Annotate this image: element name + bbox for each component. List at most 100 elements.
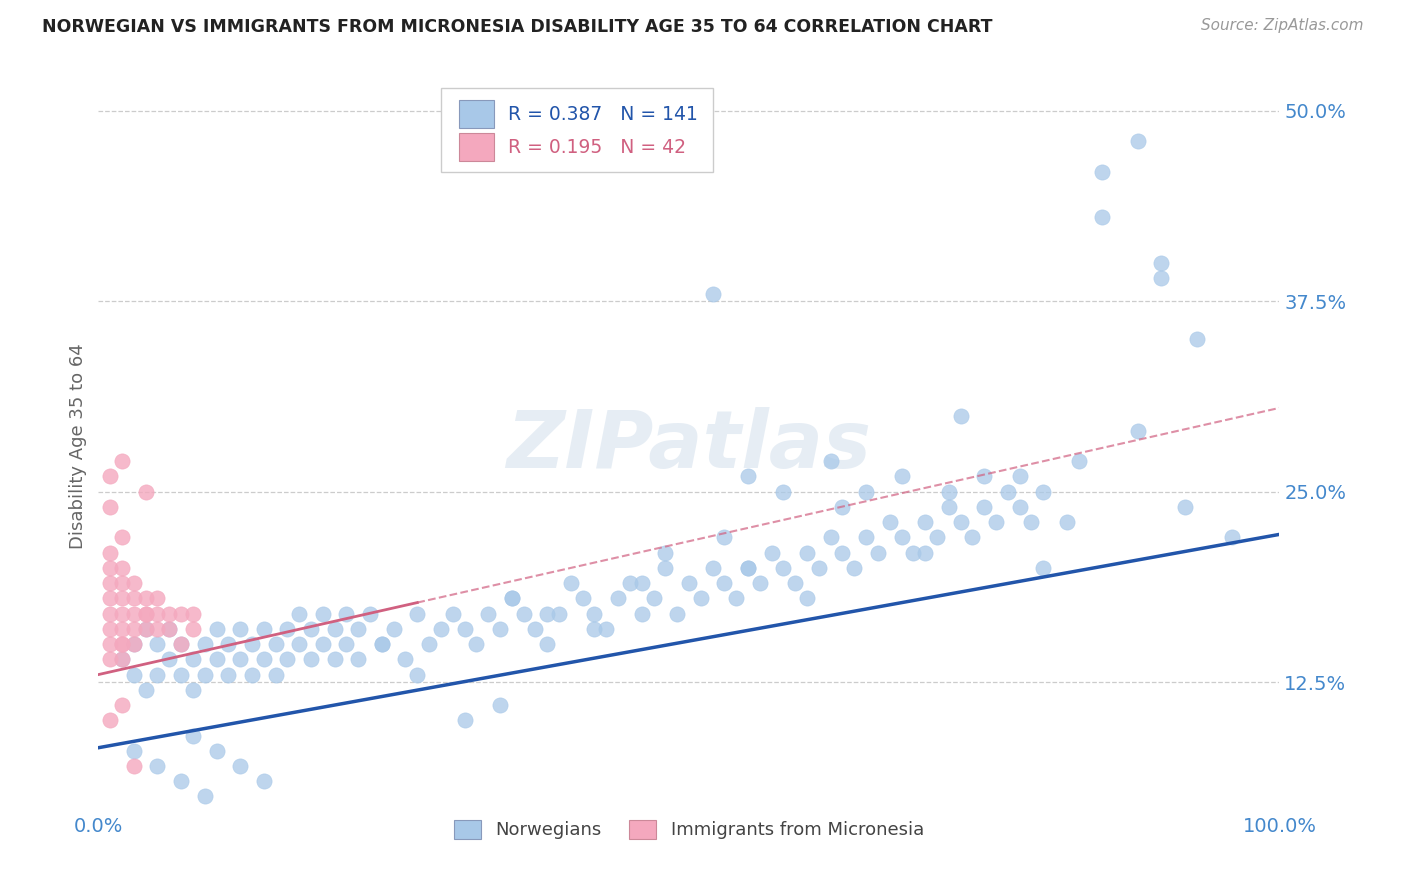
Point bbox=[1067, 454, 1090, 468]
Point bbox=[1150, 256, 1173, 270]
Point bbox=[111, 652, 134, 666]
Text: NORWEGIAN VS IMMIGRANTS FROM MICRONESIA DISABILITY AGE 35 TO 64 CORRELATION CHAR: NORWEGIAN VS IMMIGRANTS FROM MICRONESIA … bbox=[42, 18, 993, 36]
Point bbox=[820, 530, 842, 544]
Point bbox=[122, 637, 145, 651]
Point bbox=[654, 546, 676, 560]
Point bbox=[299, 652, 322, 666]
Point bbox=[678, 576, 700, 591]
Point bbox=[288, 607, 311, 621]
Point bbox=[157, 622, 180, 636]
Point bbox=[949, 409, 972, 423]
Point bbox=[997, 484, 1019, 499]
Point bbox=[253, 652, 276, 666]
Point bbox=[654, 561, 676, 575]
Point bbox=[844, 561, 866, 575]
Point bbox=[583, 622, 606, 636]
Point bbox=[146, 637, 169, 651]
Text: R = 0.387   N = 141: R = 0.387 N = 141 bbox=[508, 105, 699, 124]
Point bbox=[772, 561, 794, 575]
Point bbox=[98, 714, 121, 728]
Point bbox=[666, 607, 689, 621]
Point bbox=[335, 637, 357, 651]
Point bbox=[111, 698, 134, 712]
Point bbox=[630, 576, 652, 591]
Point bbox=[1032, 484, 1054, 499]
Point bbox=[925, 530, 948, 544]
Point bbox=[737, 561, 759, 575]
Point bbox=[453, 714, 475, 728]
Point bbox=[157, 607, 180, 621]
Point bbox=[111, 530, 134, 544]
Point bbox=[122, 667, 145, 681]
Text: R = 0.195   N = 42: R = 0.195 N = 42 bbox=[508, 138, 686, 157]
Point bbox=[702, 561, 724, 575]
Point bbox=[866, 546, 889, 560]
Point bbox=[548, 607, 571, 621]
Point bbox=[619, 576, 641, 591]
Point bbox=[571, 591, 593, 606]
Point bbox=[98, 500, 121, 514]
Point bbox=[643, 591, 665, 606]
Point bbox=[122, 759, 145, 773]
Point bbox=[536, 637, 558, 651]
Text: Source: ZipAtlas.com: Source: ZipAtlas.com bbox=[1201, 18, 1364, 33]
Point bbox=[713, 530, 735, 544]
Point bbox=[1091, 211, 1114, 225]
Point bbox=[1185, 332, 1208, 346]
Point bbox=[512, 607, 534, 621]
Point bbox=[371, 637, 394, 651]
Point bbox=[831, 546, 853, 560]
Point bbox=[111, 622, 134, 636]
Point bbox=[170, 637, 193, 651]
Point bbox=[181, 622, 204, 636]
Point bbox=[157, 622, 180, 636]
Point bbox=[536, 607, 558, 621]
Point bbox=[312, 637, 335, 651]
Point bbox=[903, 546, 925, 560]
Point bbox=[146, 622, 169, 636]
Point bbox=[111, 454, 134, 468]
Point bbox=[170, 607, 193, 621]
Point bbox=[772, 484, 794, 499]
Point bbox=[689, 591, 711, 606]
Point bbox=[217, 667, 239, 681]
Point bbox=[489, 698, 512, 712]
Point bbox=[595, 622, 617, 636]
Point bbox=[181, 682, 204, 697]
Point bbox=[583, 607, 606, 621]
Point bbox=[135, 622, 157, 636]
Y-axis label: Disability Age 35 to 64: Disability Age 35 to 64 bbox=[69, 343, 87, 549]
Point bbox=[111, 591, 134, 606]
Point bbox=[984, 515, 1007, 529]
Point bbox=[855, 484, 877, 499]
Point bbox=[1174, 500, 1197, 514]
Point bbox=[111, 637, 134, 651]
Point bbox=[229, 622, 252, 636]
FancyBboxPatch shape bbox=[458, 133, 494, 161]
Point bbox=[890, 469, 912, 483]
Point bbox=[453, 622, 475, 636]
Point bbox=[973, 469, 995, 483]
Point bbox=[122, 576, 145, 591]
Point bbox=[264, 667, 287, 681]
Point bbox=[98, 561, 121, 575]
Point bbox=[560, 576, 582, 591]
Point bbox=[1008, 500, 1031, 514]
Point bbox=[264, 637, 287, 651]
Point bbox=[347, 622, 370, 636]
Point bbox=[1126, 134, 1149, 148]
Point bbox=[748, 576, 770, 591]
Point bbox=[477, 607, 499, 621]
Point bbox=[194, 789, 217, 804]
Point bbox=[111, 652, 134, 666]
Point bbox=[1126, 424, 1149, 438]
Point bbox=[170, 774, 193, 789]
Point bbox=[229, 759, 252, 773]
Point bbox=[359, 607, 381, 621]
Point bbox=[761, 546, 783, 560]
Point bbox=[1021, 515, 1043, 529]
Point bbox=[135, 622, 157, 636]
Point bbox=[98, 607, 121, 621]
Point bbox=[1008, 469, 1031, 483]
Point bbox=[98, 591, 121, 606]
